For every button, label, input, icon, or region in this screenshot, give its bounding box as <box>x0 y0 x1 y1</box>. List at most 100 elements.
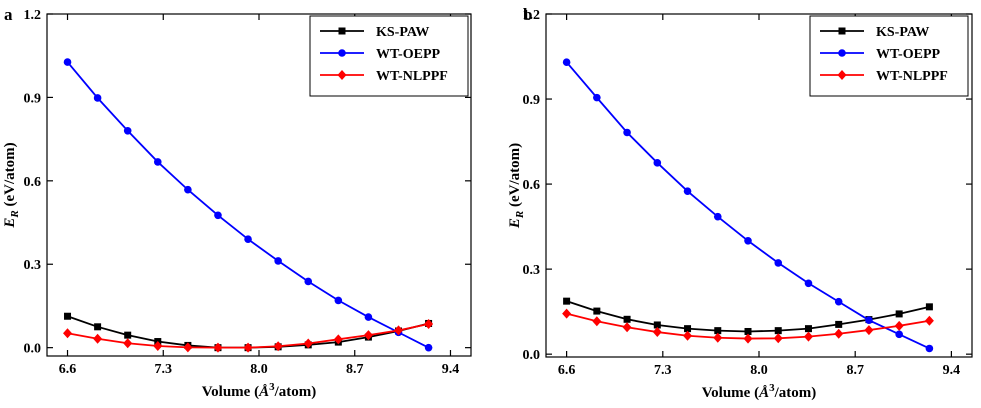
x-axis-title-main: Volume ( <box>702 385 759 401</box>
x-tick-label: 7.3 <box>654 363 672 378</box>
panel-label: b <box>523 5 532 24</box>
data-point <box>925 303 933 311</box>
data-point <box>774 327 782 335</box>
data-point <box>184 185 192 194</box>
series-wt-oepp <box>63 58 433 352</box>
data-point <box>653 321 661 329</box>
x-axis-title-main: Volume ( <box>202 384 259 400</box>
legend-marker <box>338 49 346 57</box>
data-point <box>123 338 133 349</box>
y-tick-label: 1.2 <box>24 8 42 23</box>
data-point <box>364 313 373 321</box>
data-point <box>623 315 631 323</box>
data-point <box>924 315 934 326</box>
data-point <box>714 327 722 335</box>
legend-marker <box>838 27 846 35</box>
x-tick-label: 6.6 <box>59 362 77 377</box>
x-axis-title-unit: Å <box>758 385 769 401</box>
x-axis-title-exponent: 3 <box>269 381 275 393</box>
y-axis-title-main: E <box>2 218 18 229</box>
data-point <box>303 338 313 349</box>
data-point <box>713 212 722 221</box>
y-axis-title: ER (eV/atom) <box>507 143 526 229</box>
y-tick-label: 0.3 <box>523 263 541 278</box>
y-tick-label: 0.6 <box>523 178 541 193</box>
legend-marker <box>338 27 346 35</box>
data-point <box>773 333 783 344</box>
data-point <box>274 257 282 265</box>
y-tick-label: 0.0 <box>523 348 541 363</box>
x-tick-label: 7.3 <box>155 362 173 377</box>
data-point <box>803 331 813 342</box>
y-axis-title-main: E <box>507 218 523 229</box>
legend-label: WT-NLPPF <box>376 69 448 84</box>
data-point <box>64 312 72 320</box>
data-point <box>63 58 72 66</box>
data-point <box>864 325 874 336</box>
x-tick-label: 8.0 <box>250 362 268 377</box>
data-point <box>333 334 343 345</box>
data-point <box>834 297 843 306</box>
data-point <box>652 327 662 338</box>
data-point <box>653 159 662 167</box>
panel-a: 6.6 7.3 8.0 8.7 9.4 0.0 0.3 0.6 0.9 1.2 a Volume (Å… <box>2 5 472 400</box>
data-point <box>925 344 934 353</box>
x-tick-label: 8.7 <box>346 362 364 377</box>
data-point <box>214 211 222 220</box>
x-axis-title: Volume (Å3/atom) <box>702 382 817 401</box>
panel-label: a <box>4 5 13 24</box>
data-point <box>744 236 752 245</box>
data-point <box>593 307 601 315</box>
data-point <box>243 342 253 353</box>
data-point <box>835 320 843 328</box>
data-point <box>273 341 283 352</box>
legend: KS-PAW WT-OEPP WT-NLPPF <box>809 15 969 97</box>
x-tick-label: 6.6 <box>558 363 576 378</box>
y-axis-title-tail: (eV/atom) <box>507 143 523 211</box>
data-point <box>394 325 404 336</box>
legend-label: WT-OEPP <box>376 47 440 62</box>
data-point <box>93 333 103 344</box>
data-point <box>713 332 723 343</box>
y-axis-title-subscript: R <box>514 211 526 219</box>
y-axis-title-subscript: R <box>9 210 21 218</box>
data-point <box>774 259 783 267</box>
x-tick-label: 9.4 <box>943 363 961 378</box>
data-point <box>592 316 602 327</box>
series-line <box>66 61 430 349</box>
legend: KS-PAW WT-OEPP WT-NLPPF <box>309 15 469 97</box>
data-point <box>622 322 632 333</box>
y-tick-label: 0.9 <box>523 93 541 108</box>
x-tick-label: 8.7 <box>846 363 864 378</box>
series-line <box>565 61 930 350</box>
legend-marker <box>837 70 847 80</box>
x-axis-title-tail: /atom) <box>774 385 817 401</box>
x-axis-title-exponent: 3 <box>769 382 775 394</box>
data-point <box>804 279 813 288</box>
y-tick-label: 1.2 <box>523 8 541 23</box>
x-axis-title-tail: /atom) <box>274 384 317 400</box>
data-point <box>94 323 102 331</box>
y-axis-title: ER (eV/atom) <box>2 142 21 228</box>
data-point <box>123 126 132 135</box>
x-tick-label: 9.4 <box>442 362 460 377</box>
data-point <box>683 330 693 341</box>
legend-marker <box>838 49 846 57</box>
x-axis-title-unit: Å <box>258 384 269 400</box>
data-point <box>63 328 73 339</box>
data-point <box>804 325 812 333</box>
y-tick-label: 0.0 <box>24 342 42 357</box>
data-point <box>623 128 631 137</box>
data-point <box>895 330 903 339</box>
data-point <box>304 277 313 286</box>
data-point <box>93 94 102 102</box>
data-point <box>684 325 692 333</box>
data-point <box>363 330 373 341</box>
data-point <box>334 296 343 305</box>
data-point <box>424 343 433 352</box>
data-point <box>834 328 844 339</box>
y-tick-label: 0.6 <box>24 175 42 190</box>
data-point <box>562 308 572 319</box>
x-axis-title: Volume (Å3/atom) <box>202 381 317 400</box>
x-tick-label: 8.0 <box>750 363 768 378</box>
